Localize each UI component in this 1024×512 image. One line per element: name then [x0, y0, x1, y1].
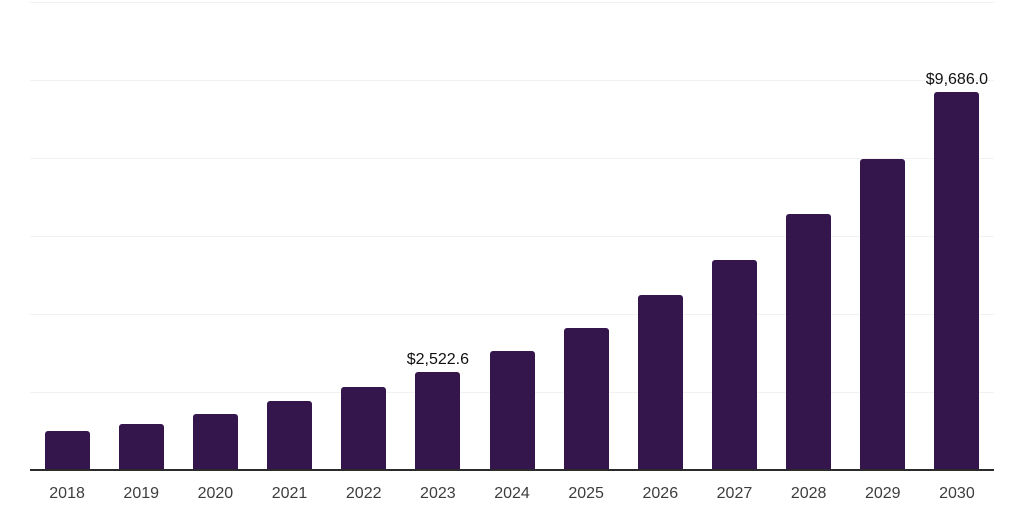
- bar-2026: [637, 295, 683, 470]
- x-tick-label-2029: 2029: [864, 485, 901, 502]
- bar-2027: [711, 260, 757, 470]
- bar-2029: [860, 159, 906, 470]
- gridline: [30, 2, 994, 3]
- gridline: [30, 158, 994, 159]
- bar-2020: [192, 413, 238, 470]
- bar-2019: [118, 424, 164, 470]
- x-tick-label-2019: 2019: [123, 485, 160, 502]
- gridline: [30, 314, 994, 315]
- x-tick-label-2024: 2024: [494, 485, 530, 502]
- bar-2025: [563, 328, 609, 470]
- x-tick-label-2018: 2018: [49, 485, 85, 502]
- bar-2022: [341, 387, 387, 470]
- x-tick-label-2027: 2027: [716, 485, 753, 502]
- bar-2030: [934, 92, 980, 470]
- x-tick-label-2030: 2030: [939, 485, 975, 502]
- gridline: [30, 80, 994, 81]
- x-tick-label-2023: 2023: [420, 485, 456, 502]
- bar-2023: [415, 371, 461, 470]
- x-axis-line: [30, 469, 994, 471]
- gridline: [30, 236, 994, 237]
- x-tick-label-2021: 2021: [271, 485, 308, 502]
- x-tick-label-2022: 2022: [345, 485, 382, 502]
- x-tick-label-2020: 2020: [197, 485, 234, 502]
- value-label-2023: $2,522.6: [406, 350, 469, 368]
- bar-2024: [489, 351, 535, 470]
- bar-2028: [786, 214, 832, 470]
- x-tick-label-2028: 2028: [790, 485, 827, 502]
- bar-2021: [267, 400, 313, 470]
- bar-2018: [44, 430, 90, 470]
- x-tick-label-2025: 2025: [568, 485, 604, 502]
- value-label-2030: $9,686.0: [925, 71, 989, 89]
- x-tick-label-2026: 2026: [642, 485, 679, 502]
